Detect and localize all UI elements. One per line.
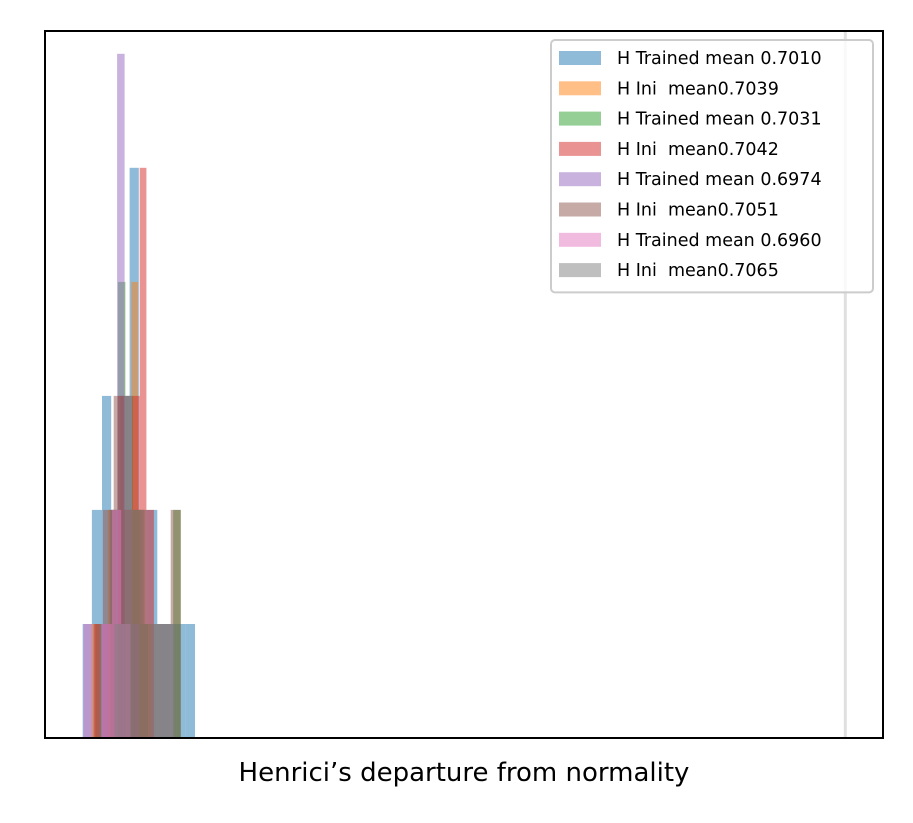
legend-swatch <box>559 51 601 65</box>
histogram-bar <box>164 624 175 738</box>
histogram-bar <box>134 509 145 738</box>
legend-label: H Trained mean 0.7031 <box>617 110 822 130</box>
legend-label: H Ini mean0.7065 <box>617 261 779 281</box>
x-axis-label: Henrici’s departure from normality <box>239 758 690 788</box>
legend-swatch <box>559 202 601 217</box>
histogram-bar <box>102 509 114 738</box>
legend-swatch <box>559 172 601 187</box>
histogram-bar <box>154 624 165 738</box>
histogram-bar <box>139 167 147 739</box>
legend-swatch <box>559 263 601 278</box>
legend-swatch <box>559 232 601 247</box>
legend-label: H Ini mean0.7042 <box>617 140 779 160</box>
histogram-bar <box>124 509 135 738</box>
legend-label: H Trained mean 0.7010 <box>617 49 822 69</box>
legend-label: H Trained mean 0.6960 <box>617 231 822 251</box>
series-8-bars <box>114 509 175 738</box>
histogram-bar <box>112 509 122 738</box>
plot-area-frame <box>44 30 884 739</box>
histogram-bar <box>144 624 155 738</box>
bars-layer <box>82 53 195 739</box>
histogram-bar <box>91 509 102 738</box>
histogram-bar <box>170 509 181 738</box>
histogram-bar <box>95 624 103 738</box>
histogram-bar <box>146 509 154 738</box>
legend-label: H Ini mean0.7039 <box>617 79 779 99</box>
legend-swatch <box>559 81 601 96</box>
legend-swatch <box>559 141 601 156</box>
legend-label: H Trained mean 0.6974 <box>617 170 822 190</box>
histogram-bar <box>176 624 186 738</box>
histogram-bar <box>185 624 195 738</box>
legend-frame <box>550 39 874 294</box>
histogram-bar <box>83 624 93 738</box>
legend: H Trained mean 0.7010 H Ini mean0.7039 H T… <box>550 39 874 294</box>
histogram-bar <box>102 624 113 738</box>
legend-swatch <box>559 111 601 126</box>
legend-label: H Ini mean0.7051 <box>617 201 779 221</box>
histogram-bar <box>114 624 125 738</box>
